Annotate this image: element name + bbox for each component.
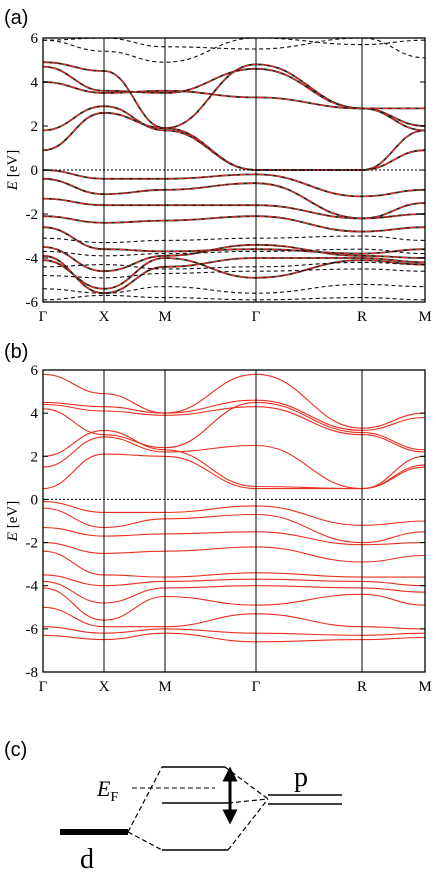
band-b-14: [43, 587, 425, 621]
band-b-6: [43, 453, 425, 490]
band-b-5: [43, 436, 425, 490]
p-orbital-label: p: [294, 762, 308, 793]
band-b-15: [43, 606, 425, 630]
band-b-3: [43, 401, 425, 451]
ylabel-unit-a: [eV]: [5, 150, 21, 177]
band-structure-panel-a: -6 -4 -2 0 2 4 6 Γ X M Γ R M E [eV]: [5, 31, 432, 325]
model-band-a-9: [43, 226, 425, 255]
ytick-label-a-4: 2: [31, 119, 39, 135]
dft-underlay-band-a-4: [43, 111, 425, 171]
dft-band-a-16: [43, 248, 425, 257]
kpoint-label-b-2: M: [158, 679, 171, 695]
kpoint-label-b-5: M: [418, 679, 431, 695]
band-b-12: [43, 574, 425, 587]
ytick-label-a-6: 6: [31, 31, 39, 47]
fermi-energy-label: EF: [96, 776, 118, 805]
ylabel-a: E [eV]: [5, 150, 21, 191]
connector-d-to-lower: [127, 831, 163, 851]
kpoint-label-b-1: X: [99, 679, 110, 695]
connector-middle-to-p: [227, 798, 269, 804]
ylabel-b: E [eV]: [5, 501, 21, 542]
band-b-1: [43, 399, 425, 431]
ytick-label-a-0: -6: [26, 295, 39, 311]
band-b-7: [43, 501, 425, 526]
dft-underlay-band-a-12: [43, 254, 425, 295]
dft-underlay-band-a-7: [43, 197, 425, 220]
ytick-label-a-1: -4: [26, 251, 39, 267]
band-b-17: [43, 632, 425, 643]
d-orbital-label: d: [80, 844, 94, 875]
ytick-label-b-7: 6: [31, 363, 39, 379]
ytick-label-b-3: -2: [26, 536, 39, 552]
connector-d-to-upper: [127, 766, 163, 833]
ytick-label-b-5: 2: [31, 449, 39, 465]
panel-c-label: (c): [4, 739, 27, 761]
panel-a-label: (a): [4, 7, 28, 29]
kpoint-label-a-5: M: [418, 309, 431, 325]
connector-lower-to-p: [227, 798, 269, 851]
dft-underlay-band-a-6: [43, 177, 425, 220]
ytick-label-b-0: -8: [26, 665, 39, 681]
ytick-label-a-2: -2: [26, 207, 39, 223]
kpoint-label-a-0: Γ: [39, 309, 48, 325]
band-b-11: [43, 550, 425, 578]
dft-band-a-15: [43, 235, 425, 244]
ylabel-symbol-a: E: [5, 177, 21, 191]
panel-b-label: (b): [4, 341, 28, 363]
model-band-a-8: [43, 215, 425, 233]
ylabel-unit-b: [eV]: [5, 501, 21, 528]
model-band-a-2: [43, 81, 425, 110]
fermi-energy-main: E: [96, 776, 111, 801]
ytick-label-b-1: -6: [26, 622, 39, 638]
band-b-8: [43, 507, 425, 544]
ylabel-symbol-b: E: [5, 528, 21, 542]
kpoint-label-b-4: R: [357, 679, 367, 695]
model-band-a-1: [43, 66, 425, 131]
kpoint-label-b-0: Γ: [39, 679, 48, 695]
model-band-a-5: [43, 169, 425, 198]
fermi-energy-sub: F: [110, 790, 118, 805]
band-b-4: [43, 429, 425, 490]
ytick-label-a-5: 4: [31, 75, 39, 91]
ytick-label-b-6: 4: [31, 406, 39, 422]
energy-level-diagram: EF d p: [60, 762, 342, 875]
dft-underlay-band-a-3: [43, 105, 425, 171]
kpoint-label-a-4: R: [357, 309, 367, 325]
band-structure-panel-b: -8 -6 -4 -2 0 2 4 6 Γ X M Γ R M E [eV]: [5, 363, 432, 695]
dft-band-a-20: [43, 294, 425, 301]
band-b-13: [43, 580, 425, 604]
kpoint-label-a-2: M: [158, 309, 171, 325]
kpoint-label-a-3: Γ: [252, 309, 261, 325]
model-band-a-7: [43, 198, 425, 220]
band-b-16: [43, 626, 425, 636]
kpoint-label-b-3: Γ: [252, 679, 261, 695]
ytick-label-a-3: 0: [31, 163, 39, 179]
dft-underlay-band-a-1: [43, 65, 425, 132]
band-b-10: [43, 542, 425, 563]
plot-frame-b: [42, 369, 426, 673]
ytick-label-b-2: -4: [26, 579, 39, 595]
kpoint-label-a-1: X: [99, 309, 110, 325]
model-band-a-3: [43, 105, 425, 171]
model-band-a-11: [43, 257, 425, 290]
model-band-a-12: [43, 255, 425, 294]
ytick-label-b-4: 0: [31, 492, 39, 508]
dft-band-a-17: [43, 261, 425, 270]
dft-band-a-13: [43, 38, 425, 63]
dft-underlay-band-a-2: [43, 81, 425, 110]
model-band-a-4: [43, 112, 425, 171]
